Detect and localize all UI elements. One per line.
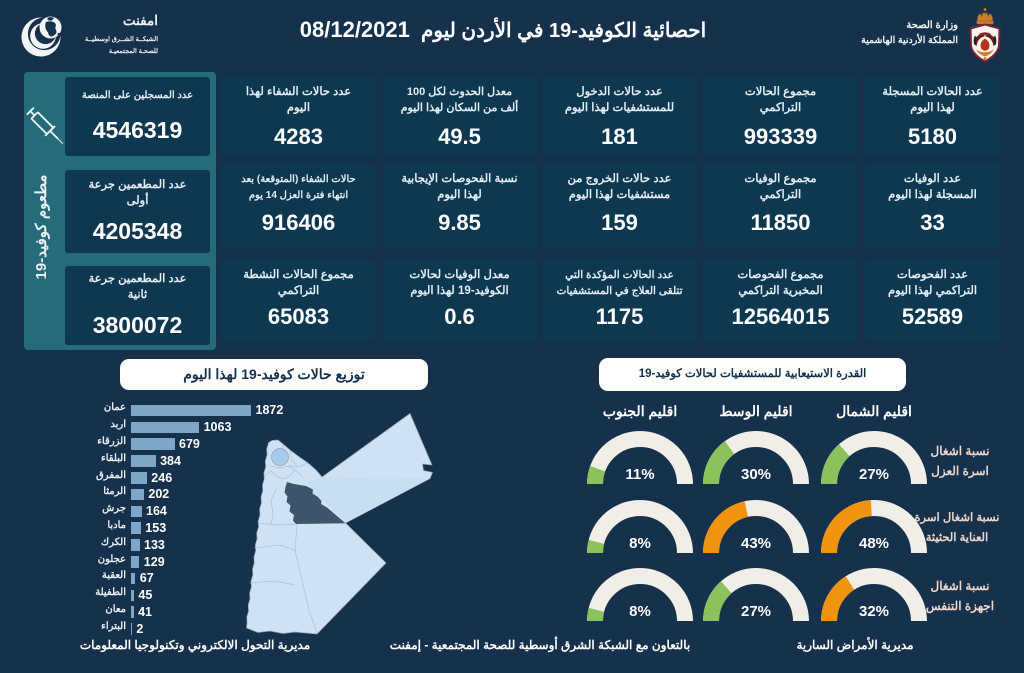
svg-text:8%: 8% <box>629 535 651 552</box>
svg-text:30%: 30% <box>741 466 771 483</box>
svg-text:11%: 11% <box>625 466 654 483</box>
svg-text:27%: 27% <box>741 603 771 620</box>
svg-text:27%: 27% <box>859 466 889 483</box>
svg-text:32%: 32% <box>859 603 889 620</box>
svg-text:43%: 43% <box>741 535 771 552</box>
svg-text:8%: 8% <box>629 603 651 620</box>
svg-text:48%: 48% <box>859 535 889 552</box>
